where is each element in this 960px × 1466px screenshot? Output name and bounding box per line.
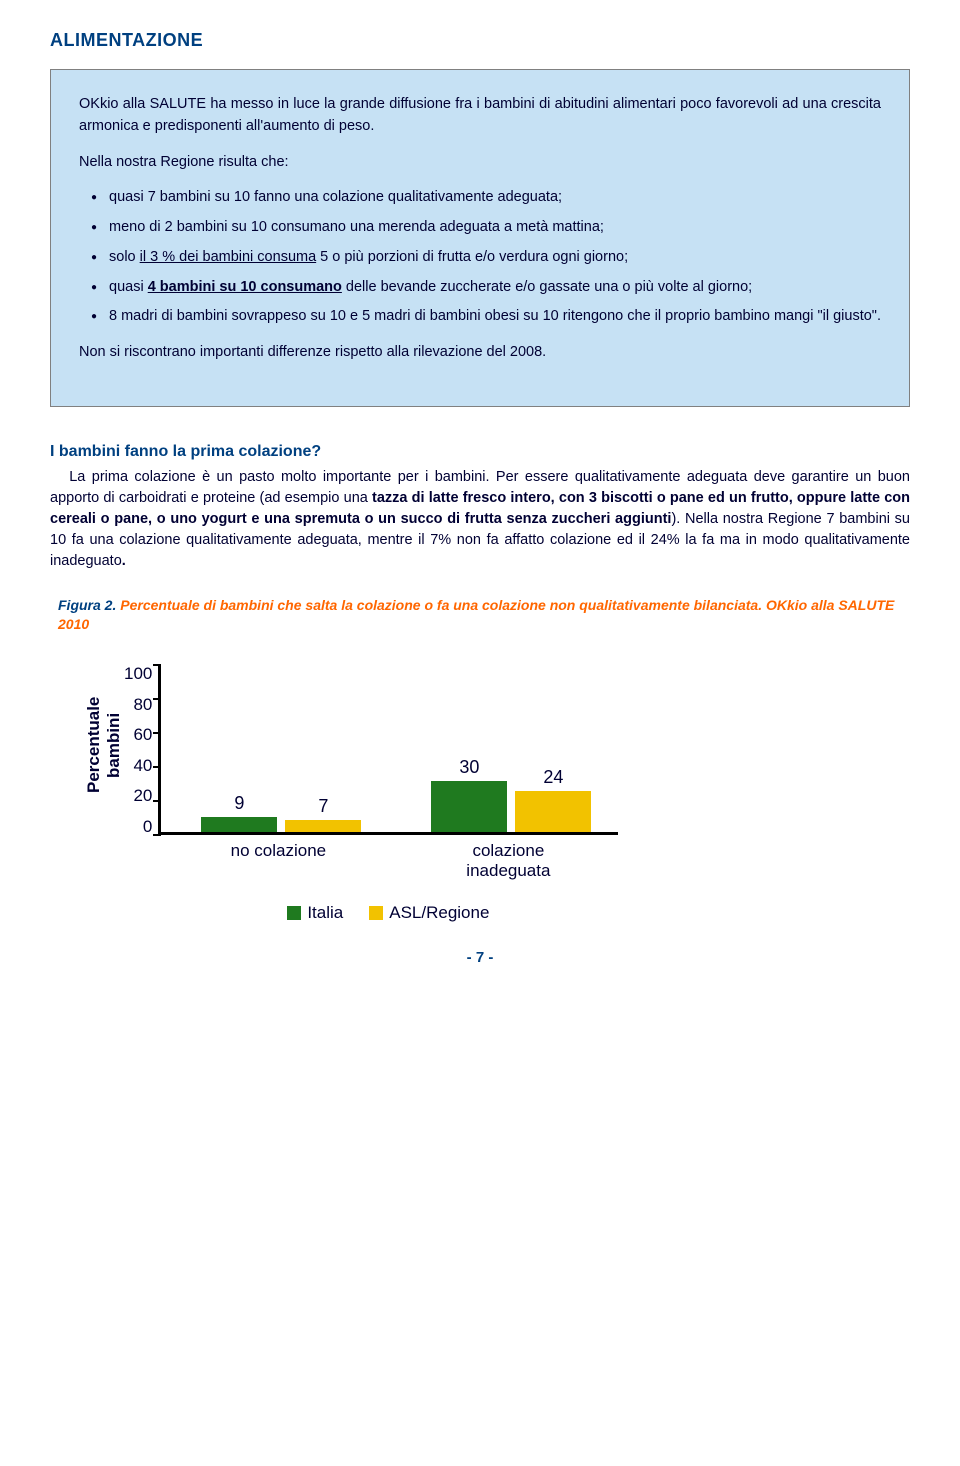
bullet-item: 8 madri di bambini sovrappeso su 10 e 5 … <box>91 306 881 328</box>
figure-caption-text: Percentuale di bambini che salta la cola… <box>58 597 894 633</box>
bar-group: 97 <box>201 817 361 832</box>
bar-value-label: 9 <box>201 793 277 814</box>
x-category-label: colazione inadeguata <box>428 841 588 881</box>
bullet-item: quasi 7 bambini su 10 fanno una colazion… <box>91 187 881 209</box>
bar-group: 3024 <box>431 781 591 832</box>
legend-item: ASL/Regione <box>369 903 489 923</box>
figure-label: Figura 2. <box>58 597 116 613</box>
legend-item: Italia <box>287 903 343 923</box>
box-intro: OKkio alla SALUTE ha messo in luce la gr… <box>79 94 881 138</box>
x-axis-categories: no colazione colazione inadeguata <box>158 841 618 881</box>
bar: 9 <box>201 817 277 832</box>
y-axis-ticks: 100 80 60 40 20 0 <box>124 665 158 835</box>
x-category-label: no colazione <box>198 841 358 881</box>
box-bullet-list: quasi 7 bambini su 10 fanno una colazion… <box>79 187 881 328</box>
bar-chart: Percentuale bambini 100806040200 973024 … <box>80 665 700 923</box>
box-footer: Non si riscontrano importanti differenze… <box>79 342 881 364</box>
bullet-text: 5 o più porzioni di frutta e/o verdura o… <box>316 249 628 265</box>
bar: 30 <box>431 781 507 832</box>
y-tick-label: 20 <box>124 787 152 804</box>
y-tick-label: 100 <box>124 665 152 682</box>
body-bold: . <box>122 553 126 569</box>
bar-value-label: 30 <box>431 757 507 778</box>
bullet-underline: 4 bambini su 10 consumano <box>148 279 342 295</box>
legend-label: ASL/Regione <box>389 903 489 923</box>
bullet-text: quasi <box>109 279 148 295</box>
bullet-item: meno di 2 bambini su 10 consumano una me… <box>91 217 881 239</box>
y-tick-label: 0 <box>124 818 152 835</box>
y-tick-label: 60 <box>124 726 152 743</box>
legend-label: Italia <box>307 903 343 923</box>
page-number: - 7 - <box>50 949 910 966</box>
bullet-text: delle bevande zuccherate e/o gassate una… <box>342 279 752 295</box>
legend-swatch <box>287 906 301 920</box>
figure-caption: Figura 2. Percentuale di bambini che sal… <box>58 596 902 635</box>
bar-value-label: 24 <box>515 767 591 788</box>
body-paragraph: La prima colazione è un pasto molto impo… <box>50 467 910 572</box>
bar-value-label: 7 <box>285 796 361 817</box>
bullet-underline: il 3 % dei bambini consuma <box>140 249 317 265</box>
bar: 24 <box>515 791 591 832</box>
bullet-item: quasi 4 bambini su 10 consumano delle be… <box>91 277 881 299</box>
box-lead: Nella nostra Regione risulta che: <box>79 152 881 174</box>
section-title: ALIMENTAZIONE <box>50 30 910 51</box>
y-axis-label: Percentuale bambini <box>80 665 124 835</box>
chart-plot-area: 973024 <box>158 665 618 835</box>
chart-legend: Italia ASL/Regione <box>158 903 618 923</box>
y-tick-label: 40 <box>124 757 152 774</box>
bullet-text: solo <box>109 249 140 265</box>
bar: 7 <box>285 820 361 832</box>
y-tick-label: 80 <box>124 696 152 713</box>
subsection-title: I bambini fanno la prima colazione? <box>50 443 910 461</box>
legend-swatch <box>369 906 383 920</box>
info-box: OKkio alla SALUTE ha messo in luce la gr… <box>50 69 910 407</box>
bullet-item: solo il 3 % dei bambini consuma 5 o più … <box>91 247 881 269</box>
